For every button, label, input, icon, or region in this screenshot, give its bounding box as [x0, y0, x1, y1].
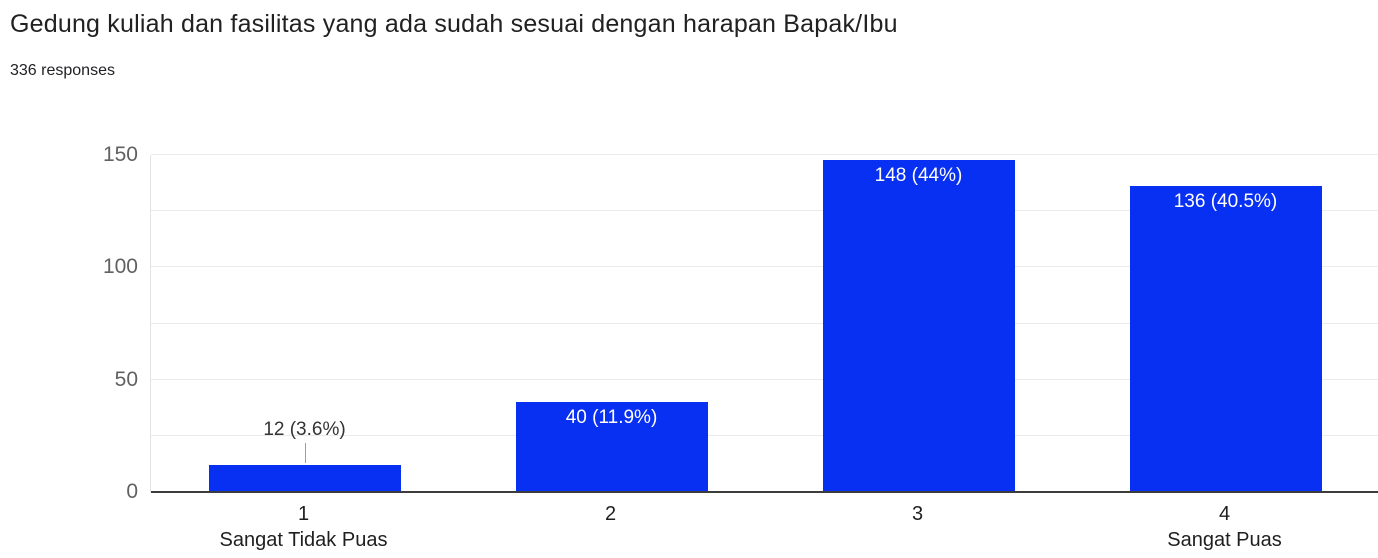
- bar-column: 12 (3.6%): [151, 155, 458, 492]
- y-tick-label: 50: [114, 367, 138, 391]
- bar[interactable]: 136 (40.5%): [1129, 186, 1322, 492]
- bar-column: 40 (11.9%): [458, 155, 765, 492]
- bar-value-label: 12 (3.6%): [263, 419, 346, 441]
- x-tick-label: 4: [1218, 503, 1231, 525]
- bar-value-label: 136 (40.5%): [1173, 191, 1278, 213]
- chart-title: Gedung kuliah dan fasilitas yang ada sud…: [10, 10, 898, 38]
- x-tick-label: 1: [297, 503, 310, 525]
- gridline: [151, 210, 1378, 212]
- gridline: [151, 154, 1378, 155]
- y-axis: 0 50 100 150: [0, 143, 138, 503]
- gridline: [151, 322, 1378, 324]
- x-tick-sublabel: Sangat Puas: [1167, 529, 1282, 551]
- gridline: [151, 434, 1378, 436]
- x-axis-line: [151, 491, 1378, 493]
- gridline: [151, 266, 1378, 268]
- bar-column: 136 (40.5%): [1072, 155, 1378, 492]
- x-tick-label: 3: [911, 503, 924, 525]
- x-tick-sublabel: Sangat Tidak Puas: [219, 529, 388, 551]
- bar-column: 148 (44%): [765, 155, 1072, 492]
- bar[interactable]: [208, 465, 401, 492]
- y-tick-label: 100: [102, 255, 138, 279]
- bar-value-label: 40 (11.9%): [565, 407, 658, 429]
- bar[interactable]: 148 (44%): [822, 159, 1015, 492]
- x-axis: 1 Sangat Tidak Puas 2 3 4 Sangat Puas: [150, 502, 1378, 558]
- bar-label-stem: [304, 443, 306, 464]
- y-tick-label: 0: [126, 480, 138, 503]
- x-tick-label: 2: [604, 503, 617, 525]
- plot-area: 12 (3.6%) 40 (11.9%) 148 (44%) 136 (40.5%): [150, 154, 1378, 493]
- y-tick-label: 150: [102, 143, 138, 166]
- gridline: [151, 378, 1378, 380]
- response-count: 336 responses: [10, 62, 115, 79]
- bar-value-label: 148 (44%): [874, 164, 963, 186]
- bar[interactable]: 40 (11.9%): [515, 402, 708, 492]
